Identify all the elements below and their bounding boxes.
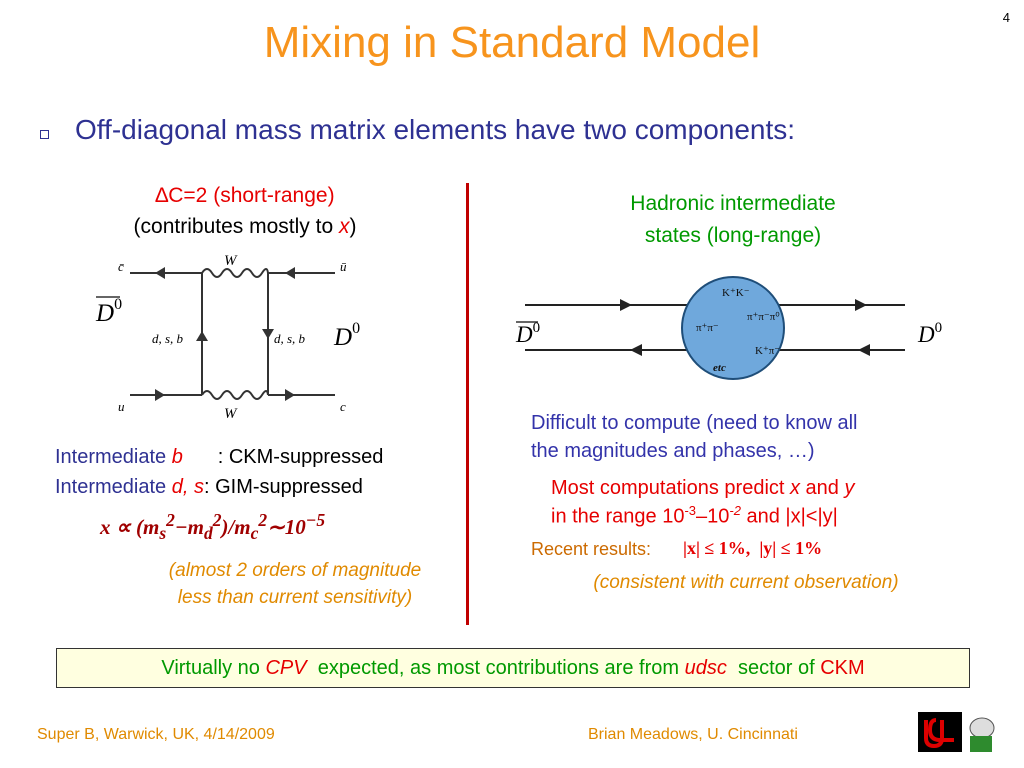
label: ū: [340, 259, 347, 274]
label: W: [224, 253, 238, 269]
text: udsc: [684, 657, 727, 679]
line: Intermediate b : CKM-suppressed: [55, 446, 383, 469]
label: d, s, b: [152, 331, 184, 346]
text: Intermediate: [55, 446, 172, 468]
label: D0: [333, 320, 360, 351]
text: |x| ≤ 1%,: [683, 538, 751, 558]
text: CKM: [820, 657, 865, 679]
text: 2: [166, 510, 175, 530]
text: )/m: [221, 515, 251, 539]
line: Intermediate d, s: GIM-suppressed: [55, 476, 363, 499]
label: c: [340, 399, 346, 414]
label: D0: [917, 320, 942, 347]
text: −m: [174, 515, 204, 539]
label: u: [118, 399, 125, 414]
text: Most computations predict: [551, 477, 790, 499]
text: D: [515, 322, 533, 347]
label: d, s, b: [274, 331, 306, 346]
text: expected, as most contributions are from: [312, 657, 685, 679]
text: sector of: [732, 657, 821, 679]
state: π⁺π⁻: [696, 322, 719, 334]
text: x: [338, 215, 350, 238]
text: 0: [114, 296, 122, 313]
text: and |x|<|y|: [740, 505, 838, 528]
box-diagram: c̄ W ū u W c d, s, b d, s, b D0 D0: [95, 253, 360, 422]
note: (almost 2 orders of magnitude: [168, 560, 422, 581]
text: -2: [729, 503, 741, 518]
bullet-marker: [40, 130, 49, 139]
recent-label: Recent results:: [531, 539, 652, 559]
right-heading: states (long-range): [644, 224, 822, 247]
hadronic-diagram: K⁺K⁻ π⁺π⁻π⁰ π⁺π⁻ K⁺π⁻ etc D0 D0: [515, 276, 942, 380]
text: (contributes mostly to: [133, 215, 339, 238]
text: : CKM-suppressed: [217, 446, 384, 468]
footer-left: Super B, Warwick, UK, 4/14/2009: [37, 726, 275, 743]
label: D0: [515, 320, 540, 347]
text: d, s: [171, 476, 204, 498]
text: |y| ≤ 1%: [759, 538, 823, 558]
title: Mixing in Standard Model: [263, 18, 761, 67]
text-line: the magnitudes and phases, …): [531, 440, 815, 462]
text-line: Most computations predict x and y: [551, 477, 854, 500]
state: K⁺K⁻: [722, 287, 750, 299]
label: D0: [95, 296, 122, 327]
text: Virtually no: [161, 657, 266, 679]
logos: [918, 712, 995, 752]
formula: x ∝ (ms2−md2)/mc2∼10−5: [100, 510, 325, 544]
text: CPV: [265, 657, 307, 679]
text: x ∝ (m: [100, 515, 160, 539]
left-heading: ∆C=2 (short-range): [155, 184, 335, 207]
text: x: [790, 477, 800, 499]
text: ∼10: [267, 515, 306, 539]
text: y: [844, 477, 855, 499]
text: 2: [258, 510, 268, 530]
recent-formula: |x| ≤ 1%, |y| ≤ 1%: [683, 538, 822, 559]
text: in the range 10: [551, 505, 685, 528]
label: W: [224, 406, 238, 422]
text-line: in the range 10-3–10-2 and |x|<|y|: [551, 503, 838, 529]
text: d: [203, 523, 213, 544]
divider: [466, 183, 469, 625]
text: 0: [533, 320, 541, 336]
text: s: [159, 523, 167, 544]
bullet-text: Off-diagonal mass matrix elements have t…: [75, 114, 796, 145]
text: : GIM-suppressed: [203, 476, 363, 498]
note: (consistent with current observation): [593, 572, 899, 593]
slide-number: 4: [1002, 10, 1010, 25]
text: 0: [352, 320, 360, 337]
text: D: [95, 300, 114, 327]
text: D: [333, 324, 352, 351]
text: b: [171, 446, 183, 468]
text: −5: [305, 510, 326, 530]
conclusion-box: Virtually no CPV expected, as most contr…: [56, 648, 970, 688]
text: 0: [935, 320, 943, 336]
right-heading: Hadronic intermediate: [630, 192, 836, 215]
state: etc: [713, 362, 726, 374]
label: c̄: [118, 259, 125, 274]
note: less than current sensitivity): [177, 587, 413, 608]
text: -3: [684, 503, 696, 518]
text: Intermediate: [55, 476, 172, 498]
left-subheading: (contributes mostly to x): [90, 215, 400, 239]
text: D: [917, 322, 935, 347]
text: 2: [212, 510, 222, 530]
state: π⁺π⁻π⁰: [747, 311, 780, 323]
state: K⁺π⁻: [755, 345, 780, 357]
text: ): [349, 215, 357, 238]
text-line: Difficult to compute (need to know all: [531, 412, 858, 434]
text: –10: [696, 505, 730, 528]
text: c: [250, 523, 259, 544]
text: and: [800, 477, 845, 499]
footer-right: Brian Meadows, U. Cincinnati: [588, 726, 798, 743]
